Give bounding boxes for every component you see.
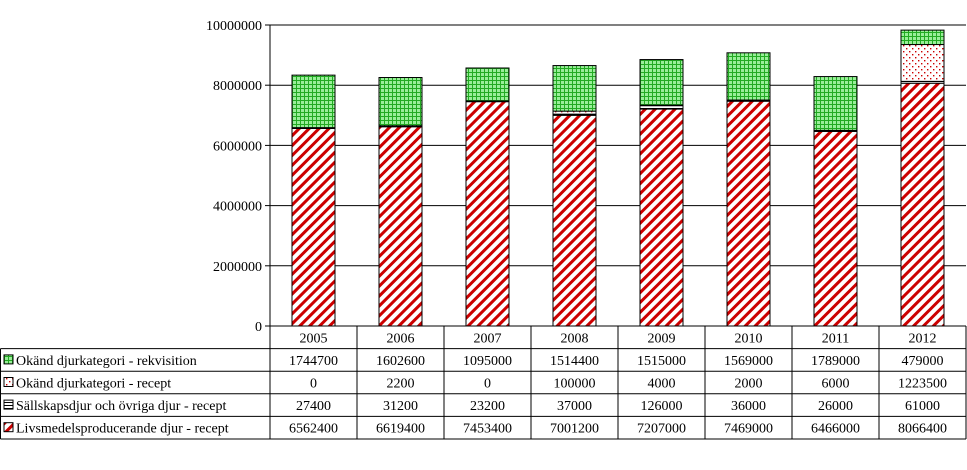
bar-segment	[639, 59, 684, 106]
legend-swatch	[3, 354, 14, 365]
data-label: 8066400	[898, 422, 947, 437]
bar-segment	[813, 130, 858, 327]
legend-swatch	[3, 422, 14, 433]
bar-segment	[726, 100, 771, 327]
data-label: 4000	[648, 377, 676, 392]
legend-label: Livsmedelsproducerande djur - recept	[16, 422, 229, 437]
data-label: 1514400	[550, 354, 599, 369]
data-label: 126000	[641, 399, 683, 414]
bar-segment	[900, 44, 945, 82]
data-label: 7001200	[550, 422, 599, 437]
legend-swatch	[3, 377, 14, 387]
x-tick-label: 2012	[909, 331, 937, 346]
data-label: 1569000	[724, 354, 773, 369]
data-label: 7469000	[724, 422, 773, 437]
legend-label: Okänd djurkategori - recept	[16, 377, 171, 392]
legend-label: Okänd djurkategori - rekvisition	[16, 354, 197, 369]
bar-segment	[552, 65, 597, 112]
y-tick-label: 6000000	[213, 139, 262, 154]
x-tick-label: 2006	[387, 331, 415, 346]
bar-segment	[639, 108, 684, 327]
bar-segment	[552, 114, 597, 327]
x-tick-label: 2007	[474, 331, 502, 346]
data-label: 36000	[731, 399, 766, 414]
data-label: 6466000	[811, 422, 860, 437]
bar-segment	[726, 52, 771, 101]
data-label: 100000	[554, 377, 596, 392]
bar-segment	[291, 127, 336, 327]
bar-segment	[465, 67, 510, 102]
y-tick-label: 0	[255, 320, 262, 335]
data-label: 27400	[296, 399, 331, 414]
y-tick-label: 8000000	[213, 79, 262, 94]
legend-label: Sällskapsdjur och övriga djur - recept	[16, 399, 226, 414]
y-tick-label: 10000000	[206, 19, 262, 34]
x-tick-label: 2009	[648, 331, 676, 346]
y-tick-label: 4000000	[213, 200, 262, 215]
bar-segment	[813, 76, 858, 131]
data-label: 26000	[818, 399, 853, 414]
data-label: 1602600	[376, 354, 425, 369]
data-label: 1744700	[289, 354, 338, 369]
data-label: 0	[310, 377, 317, 392]
data-label: 31200	[383, 399, 418, 414]
data-label: 23200	[470, 399, 505, 414]
data-label: 2200	[387, 377, 415, 392]
data-label: 479000	[902, 354, 944, 369]
bar-segment	[378, 126, 423, 327]
bar-segment	[378, 77, 423, 127]
bar-segment	[465, 101, 510, 327]
data-label: 1789000	[811, 354, 860, 369]
data-label: 37000	[557, 399, 592, 414]
legend-swatch	[3, 399, 14, 410]
data-label: 7453400	[463, 422, 512, 437]
data-label: 1223500	[898, 377, 947, 392]
data-label: 2000	[735, 377, 763, 392]
data-label: 1095000	[463, 354, 512, 369]
data-label: 7207000	[637, 422, 686, 437]
data-label: 6562400	[289, 422, 338, 437]
x-tick-label: 2008	[561, 331, 589, 346]
x-tick-label: 2005	[300, 331, 328, 346]
y-tick-label: 2000000	[213, 260, 262, 275]
data-label: 61000	[905, 399, 940, 414]
data-label: 0	[484, 377, 491, 392]
data-label: 6000	[822, 377, 850, 392]
x-tick-label: 2011	[822, 331, 849, 346]
data-label: 6619400	[376, 422, 425, 437]
bar-segment	[900, 82, 945, 327]
bar-segment	[291, 74, 336, 129]
data-label: 1515000	[637, 354, 686, 369]
bar-segment	[900, 29, 945, 46]
x-tick-label: 2010	[735, 331, 763, 346]
